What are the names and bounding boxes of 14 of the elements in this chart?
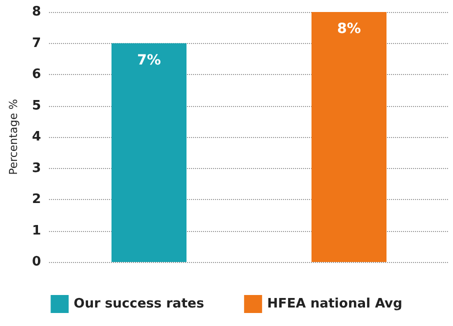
y-tick-label: 8 xyxy=(32,4,41,20)
y-tick-label: 1 xyxy=(32,223,41,238)
y-tick-label: 3 xyxy=(32,160,41,176)
data-label: 8% xyxy=(337,21,361,37)
y-tick-label: 0 xyxy=(32,254,41,270)
y-tick-label: 7 xyxy=(32,36,41,51)
legend-label: Our success rates xyxy=(74,296,204,312)
y-tick-label: 5 xyxy=(32,98,41,114)
legend-label: HFEA national Avg xyxy=(267,296,402,312)
data-label: 7% xyxy=(137,52,161,68)
y-tick-label: 2 xyxy=(32,192,41,207)
y-tick-label: 6 xyxy=(32,67,41,82)
y-tick-label: 4 xyxy=(32,130,41,144)
y-axis-title: Percentage % xyxy=(7,99,20,175)
